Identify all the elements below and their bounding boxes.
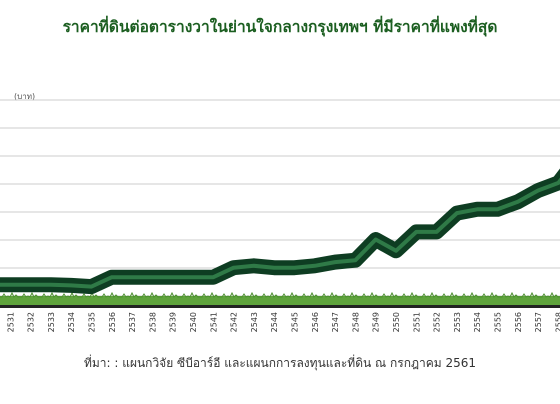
x-tick-label: 2549 [372,312,381,332]
source-note: ที่มา: : แผนกวิจัย ซีบีอาร์อี และแผนกการ… [83,356,477,370]
x-axis-line [0,305,560,308]
x-tick-label: 2538 [148,312,157,332]
x-tick-label: 2542 [230,312,239,332]
x-tick-label: 2552 [433,312,442,332]
x-tick-label: 2533 [47,312,56,332]
x-tick-label: 2541 [209,312,218,332]
x-tick-label: 2540 [189,312,198,332]
x-tick-label: 2548 [351,312,360,332]
price-line-outer [0,168,560,295]
x-tick-label: 2534 [67,312,76,332]
chart-title: ราคาที่ดินต่อตารางวาในย่านใจกลางกรุงเทพฯ… [62,18,498,36]
x-tick-label: 2553 [453,312,462,332]
x-axis-ticks: 2531 2532 2533 2534 2535 2536 2537 2538 2539 2540… [6,312,560,332]
x-tick-label: 2557 [534,312,543,332]
x-tick-label: 2536 [108,312,117,332]
grass-strip [0,296,560,306]
grass-blades [0,291,560,298]
grass-decoration [0,291,560,308]
x-tick-label: 2544 [270,312,279,332]
x-tick-label: 2556 [514,312,523,332]
y-axis-unit-label: (บาท) [14,92,36,101]
price-line-inner [0,177,560,289]
x-tick-label: 2545 [291,312,300,332]
x-tick-label: 2535 [88,312,97,332]
x-tick-label: 2543 [250,312,259,332]
x-tick-label: 2546 [311,312,320,332]
x-tick-label: 2539 [169,312,178,332]
x-tick-label: 2551 [412,312,421,332]
x-tick-label: 2531 [6,312,15,332]
x-tick-label: 2547 [331,312,340,332]
x-tick-label: 2558 [554,312,560,332]
x-tick-label: 2550 [392,312,401,332]
x-tick-label: 2555 [494,312,503,332]
x-tick-label: 2532 [27,312,36,332]
x-tick-label: 2554 [473,312,482,332]
x-tick-label: 2537 [128,312,137,332]
